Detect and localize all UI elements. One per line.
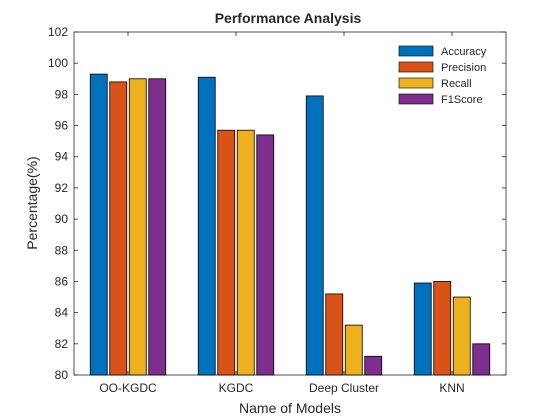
y-tick-label: 80	[55, 368, 69, 382]
bar-precision-kgdc	[217, 129, 236, 376]
y-tick-label: 102	[48, 25, 68, 39]
bar-f1score-kgdc	[256, 134, 275, 376]
bar-precision-deep-cluster	[325, 293, 344, 376]
plot-area: 80 82 84 86 88 90 92 94 96 98 100 102 OO-KGDC KGDC Dee…	[48, 25, 507, 395]
legend: Accuracy Precision Recall F1Score	[393, 40, 499, 112]
bar-precision-knn	[433, 281, 452, 376]
x-tick-label: OO-KGDC	[99, 381, 157, 395]
y-tick-label: 88	[55, 243, 69, 257]
legend-label-precision: Precision	[441, 62, 486, 74]
legend-swatch-recall	[398, 77, 434, 89]
bar-accuracy-oo-kgdc	[89, 73, 108, 376]
legend-label-accuracy: Accuracy	[441, 46, 487, 58]
y-tick-label: 100	[48, 56, 68, 70]
bar-f1score-oo-kgdc	[148, 78, 167, 376]
bar-recall-knn	[452, 296, 471, 376]
axes-box	[73, 31, 507, 376]
x-tick-label: Deep Cluster	[309, 381, 379, 395]
bar-accuracy-kgdc	[197, 76, 216, 376]
y-tick-label: 98	[55, 87, 69, 101]
bar-recall-deep-cluster	[344, 324, 363, 376]
y-tick-label: 86	[55, 274, 69, 288]
x-axis-label: Name of Models	[239, 400, 341, 416]
y-tick-label: 84	[55, 306, 69, 320]
bar-precision-oo-kgdc	[109, 81, 128, 376]
y-tick-label: 90	[55, 212, 69, 226]
bar-recall-kgdc	[236, 129, 255, 376]
x-tick-label: KGDC	[219, 381, 254, 395]
bar-accuracy-knn	[413, 282, 432, 376]
legend-label-f1score: F1Score	[441, 94, 483, 106]
y-axis-label: Percentage(%)	[24, 156, 40, 249]
legend-label-recall: Recall	[441, 78, 472, 90]
bar-accuracy-deep-cluster	[305, 95, 324, 376]
y-tick-label: 92	[55, 181, 69, 195]
bar-f1score-deep-cluster	[364, 355, 383, 376]
legend-swatch-f1score	[398, 93, 434, 105]
legend-swatch-accuracy	[398, 45, 434, 57]
chart-title: Performance Analysis	[215, 10, 362, 26]
bar-recall-oo-kgdc	[128, 78, 147, 376]
bar-f1score-knn	[472, 343, 491, 376]
y-tick-label: 82	[55, 337, 69, 351]
legend-swatch-precision	[398, 61, 434, 73]
y-tick-label: 96	[55, 119, 69, 133]
y-tick-label: 94	[55, 150, 69, 164]
x-tick-label: KNN	[439, 381, 464, 395]
